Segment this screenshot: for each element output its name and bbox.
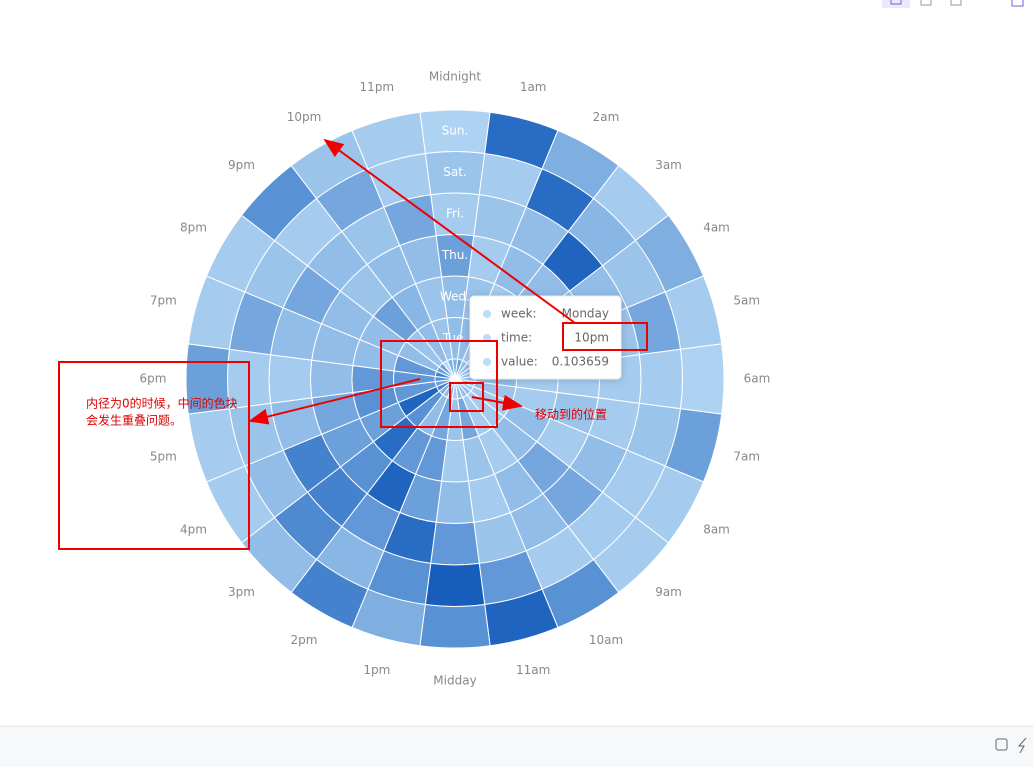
hour-label: 7am	[733, 450, 760, 464]
hour-label: Midnight	[429, 70, 481, 84]
hour-label: 8am	[703, 523, 730, 537]
hour-label: 9am	[655, 585, 682, 599]
tooltip-label: week:	[501, 307, 537, 321]
hour-label: 10pm	[287, 110, 322, 124]
cells	[185, 109, 725, 649]
heat-cell	[430, 521, 480, 566]
hour-label: 3pm	[228, 585, 255, 599]
hour-label: 2am	[593, 110, 620, 124]
bottom-icon[interactable]	[1017, 737, 1027, 754]
annotation-arrow	[471, 394, 523, 411]
heat-cell	[679, 343, 725, 415]
labels: Tue. Wed. Thu. Fri. Sat. Sun. Midnight 1am 2am 3a…	[140, 70, 771, 688]
day-label: Sat.	[443, 165, 467, 179]
tooltip-value: 10pm	[574, 331, 609, 345]
heat-cell	[435, 480, 475, 524]
annotation-text: 会发生重叠问题。	[86, 413, 182, 428]
bottom-bar	[0, 726, 1033, 767]
day-label: Fri.	[446, 206, 464, 220]
hour-label: 4am	[703, 221, 730, 235]
tooltip-dot	[483, 310, 491, 318]
tooltip-label: value:	[501, 355, 538, 369]
toolbar-icon[interactable]	[920, 0, 932, 6]
hour-label: 11am	[516, 663, 550, 677]
toolbar-icon[interactable]	[1011, 0, 1024, 7]
hour-label: 8pm	[180, 221, 207, 235]
toolbar-icon[interactable]	[950, 0, 962, 6]
hour-label: 1pm	[363, 663, 390, 677]
hour-label: 6pm	[140, 372, 167, 386]
tooltip-value: Monday	[562, 307, 609, 321]
annotation-shapes	[58, 138, 648, 550]
heat-cell	[424, 562, 486, 607]
annotation-arrow	[248, 378, 421, 425]
hour-label: 9pm	[228, 158, 255, 172]
annotation-box	[449, 382, 484, 412]
hour-label: 5pm	[150, 450, 177, 464]
tooltip-value: 0.103659	[552, 355, 609, 369]
heat-cell	[310, 359, 354, 399]
annotation-box	[380, 340, 498, 428]
hour-label: 6am	[744, 372, 771, 386]
tooltip-box	[469, 295, 622, 380]
hour-label: Midday	[433, 674, 476, 688]
hour-label: 5am	[733, 293, 760, 307]
tooltip: week: time: value: Monday 10pm 0.103659	[469, 295, 622, 380]
day-label: Wed.	[440, 289, 470, 303]
day-label: Tue.	[442, 331, 467, 345]
heat-cell	[268, 354, 313, 404]
heat-cell	[351, 111, 426, 170]
annotation-box	[562, 322, 648, 351]
annotation-box	[58, 361, 250, 550]
annotation-text: 内径为0的时候，中间的色块	[86, 396, 238, 411]
heat-cell	[638, 348, 683, 410]
day-label: Sun.	[442, 123, 469, 137]
hour-label: 1am	[520, 80, 547, 94]
heat-cell	[419, 603, 491, 649]
hour-label: 11pm	[360, 80, 395, 94]
hour-label: 4pm	[180, 523, 207, 537]
tooltip-dot	[483, 358, 491, 366]
hour-label: 2pm	[291, 633, 318, 647]
hour-label: 10am	[589, 633, 623, 647]
hour-label: 7pm	[150, 293, 177, 307]
annotation-text: 移动到的位置	[535, 407, 607, 422]
bottom-icon[interactable]	[995, 738, 1008, 751]
annotation-arrow	[323, 138, 576, 324]
tooltip-label: time:	[501, 331, 532, 345]
day-label: Thu.	[441, 248, 468, 262]
toolbar-icon[interactable]	[890, 0, 902, 5]
hour-label: 3am	[655, 158, 682, 172]
